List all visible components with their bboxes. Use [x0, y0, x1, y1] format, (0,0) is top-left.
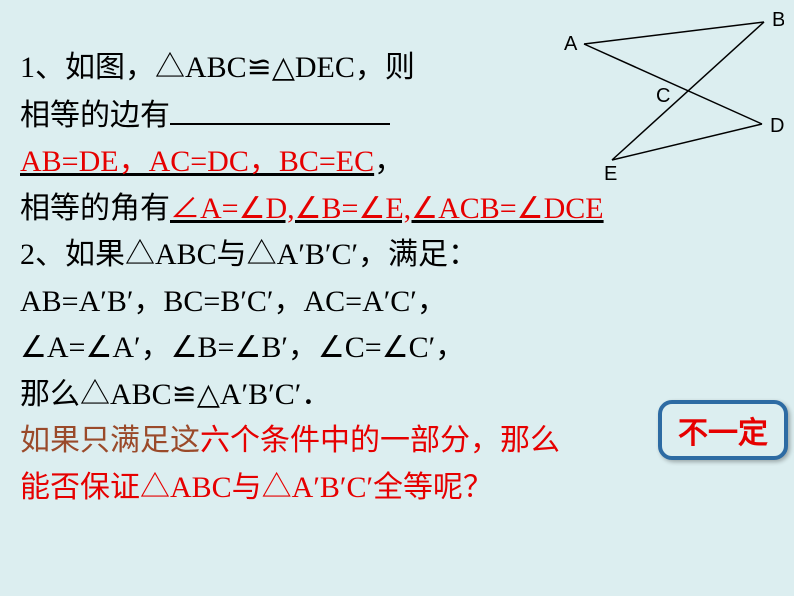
q1-answer-sides: AB=DE，AC=DC，BC=EC	[20, 145, 374, 178]
svg-text:B: B	[772, 9, 784, 31]
q2-line3: ∠A=∠A′，∠B=∠B′，∠C=∠C′，	[20, 325, 774, 372]
q2-line1: 2、如果△ABC与△A′B′C′，满足：	[20, 232, 774, 279]
callout-text: 不一定	[678, 408, 768, 452]
q1-line1: 1、如图，△ABC≌△DEC，则	[20, 45, 774, 92]
followup-line2: 能否保证△ABC与△A′B′C′全等呢？	[20, 465, 774, 512]
fu-l1b: 六个条件中的一部分，那么	[200, 424, 560, 457]
callout-bubble: 不一定	[658, 400, 788, 460]
q1-line2: 相等的边有	[20, 92, 774, 140]
q2-line2: AB=A′B′，BC=B′C′，AC=A′C′，	[20, 279, 774, 326]
q1-angles-line: 相等的角有∠A=∠D,∠B=∠E,∠ACB=∠DCE	[20, 186, 774, 233]
q1-answer-sides-line: AB=DE，AC=DC，BC=EC，	[20, 139, 774, 186]
blank-sides	[170, 92, 390, 125]
comma-after-sides: ，	[374, 145, 404, 178]
q1-line2-text: 相等的边有	[20, 99, 170, 132]
q1-answer-angles: ∠A=∠D,∠B=∠E,∠ACB=∠DCE	[170, 192, 604, 225]
q1-angles-label: 相等的角有	[20, 192, 170, 225]
fu-l1a: 如果只满足这	[20, 424, 200, 457]
